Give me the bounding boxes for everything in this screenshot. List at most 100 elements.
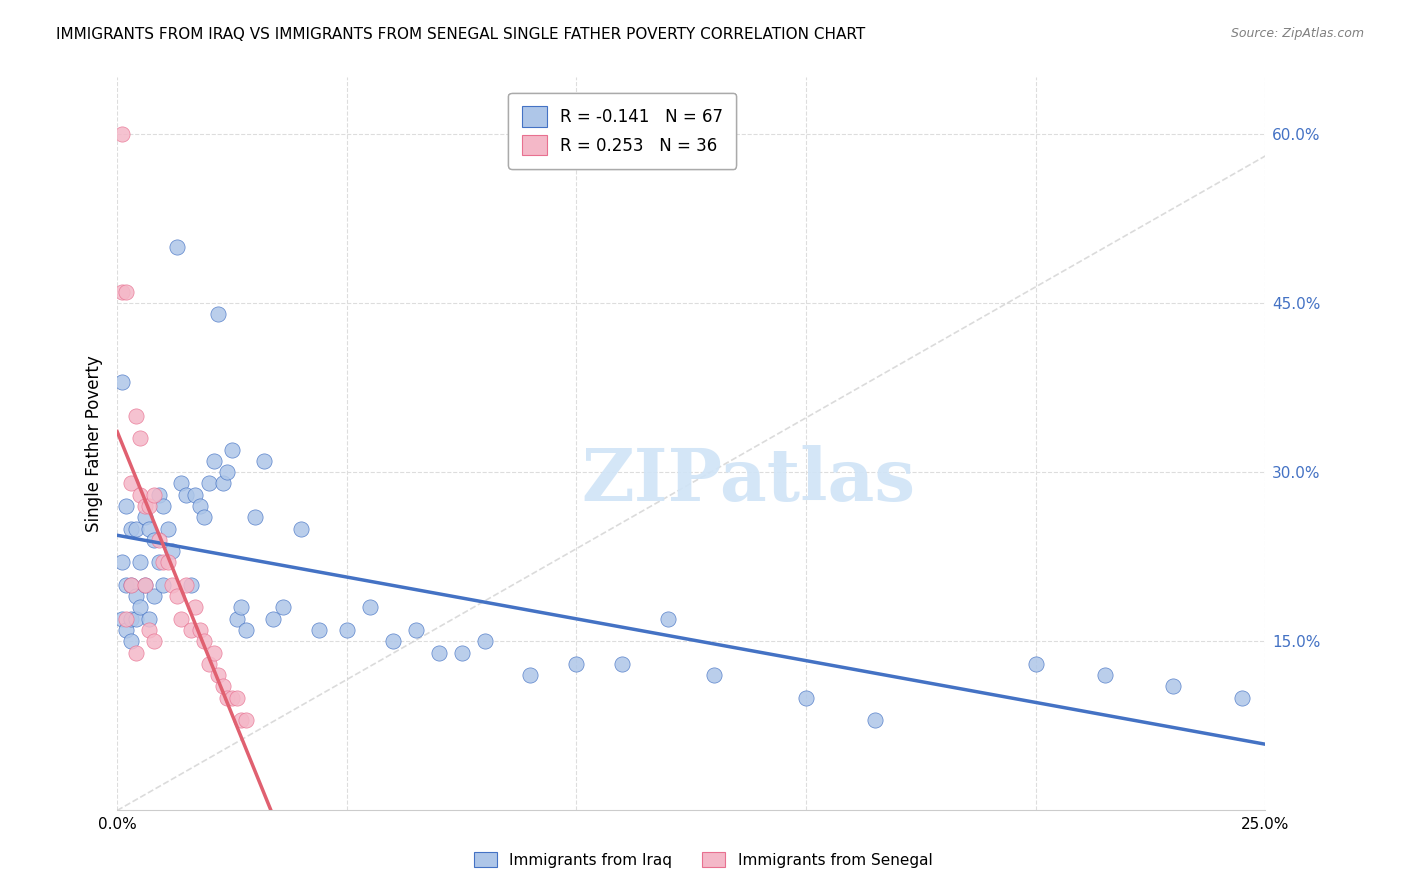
- Point: [120, 578, 142, 592]
- Point: [198, 657, 221, 671]
- Point: [111, 555, 134, 569]
- Point: [1094, 668, 1116, 682]
- Point: [217, 690, 239, 705]
- Text: Source: ZipAtlas.com: Source: ZipAtlas.com: [1230, 27, 1364, 40]
- Point: [120, 476, 142, 491]
- Point: [111, 127, 134, 141]
- Point: [129, 555, 152, 569]
- Legend: R = -0.141   N = 67, R = 0.253   N = 36: R = -0.141 N = 67, R = 0.253 N = 36: [509, 93, 737, 169]
- Point: [794, 690, 817, 705]
- Point: [211, 476, 233, 491]
- Point: [519, 668, 541, 682]
- Text: IMMIGRANTS FROM IRAQ VS IMMIGRANTS FROM SENEGAL SINGLE FATHER POVERTY CORRELATIO: IMMIGRANTS FROM IRAQ VS IMMIGRANTS FROM …: [56, 27, 866, 42]
- Point: [231, 600, 253, 615]
- Point: [148, 488, 170, 502]
- Point: [253, 454, 276, 468]
- Point: [188, 623, 211, 637]
- Point: [184, 488, 207, 502]
- Point: [207, 668, 229, 682]
- Point: [188, 499, 211, 513]
- Point: [124, 589, 146, 603]
- Point: [243, 510, 266, 524]
- Point: [115, 623, 138, 637]
- Point: [142, 634, 165, 648]
- Point: [115, 612, 138, 626]
- Point: [120, 578, 142, 592]
- Point: [142, 589, 165, 603]
- Point: [138, 623, 160, 637]
- Point: [863, 713, 886, 727]
- Point: [565, 657, 588, 671]
- Point: [138, 499, 160, 513]
- Point: [1025, 657, 1047, 671]
- Point: [174, 578, 197, 592]
- Point: [184, 600, 207, 615]
- Point: [359, 600, 381, 615]
- Point: [170, 612, 193, 626]
- Point: [405, 623, 427, 637]
- Point: [174, 488, 197, 502]
- Point: [152, 578, 174, 592]
- Point: [427, 646, 450, 660]
- Point: [134, 578, 156, 592]
- Point: [170, 476, 193, 491]
- Point: [207, 307, 229, 321]
- Point: [120, 634, 142, 648]
- Point: [124, 409, 146, 423]
- Point: [129, 600, 152, 615]
- Text: ZIPatlas: ZIPatlas: [582, 445, 915, 516]
- Point: [221, 690, 243, 705]
- Point: [124, 522, 146, 536]
- Point: [474, 634, 496, 648]
- Point: [193, 634, 215, 648]
- Point: [115, 578, 138, 592]
- Point: [221, 442, 243, 457]
- Point: [193, 510, 215, 524]
- Point: [124, 646, 146, 660]
- Point: [202, 646, 225, 660]
- Point: [129, 431, 152, 445]
- Legend: Immigrants from Iraq, Immigrants from Senegal: Immigrants from Iraq, Immigrants from Se…: [465, 844, 941, 875]
- Point: [148, 533, 170, 547]
- Point: [703, 668, 725, 682]
- Point: [115, 499, 138, 513]
- Point: [450, 646, 472, 660]
- Point: [111, 612, 134, 626]
- Point: [166, 239, 188, 253]
- Point: [156, 555, 179, 569]
- Point: [138, 522, 160, 536]
- Point: [162, 544, 184, 558]
- Point: [134, 510, 156, 524]
- Point: [142, 533, 165, 547]
- Point: [134, 578, 156, 592]
- Point: [152, 555, 174, 569]
- Point: [142, 488, 165, 502]
- Point: [612, 657, 634, 671]
- Point: [1232, 690, 1254, 705]
- Point: [134, 499, 156, 513]
- Point: [217, 465, 239, 479]
- Point: [198, 476, 221, 491]
- Point: [231, 713, 253, 727]
- Point: [166, 589, 188, 603]
- Point: [120, 612, 142, 626]
- Point: [111, 285, 134, 299]
- Point: [138, 612, 160, 626]
- Point: [235, 623, 257, 637]
- Point: [336, 623, 359, 637]
- Point: [211, 680, 233, 694]
- Point: [225, 690, 247, 705]
- Point: [148, 555, 170, 569]
- Point: [124, 612, 146, 626]
- Point: [225, 612, 247, 626]
- Point: [271, 600, 294, 615]
- Point: [129, 488, 152, 502]
- Point: [111, 375, 134, 389]
- Point: [235, 713, 257, 727]
- Point: [115, 285, 138, 299]
- Y-axis label: Single Father Poverty: Single Father Poverty: [86, 356, 103, 533]
- Point: [262, 612, 284, 626]
- Point: [120, 522, 142, 536]
- Point: [308, 623, 330, 637]
- Point: [1163, 680, 1185, 694]
